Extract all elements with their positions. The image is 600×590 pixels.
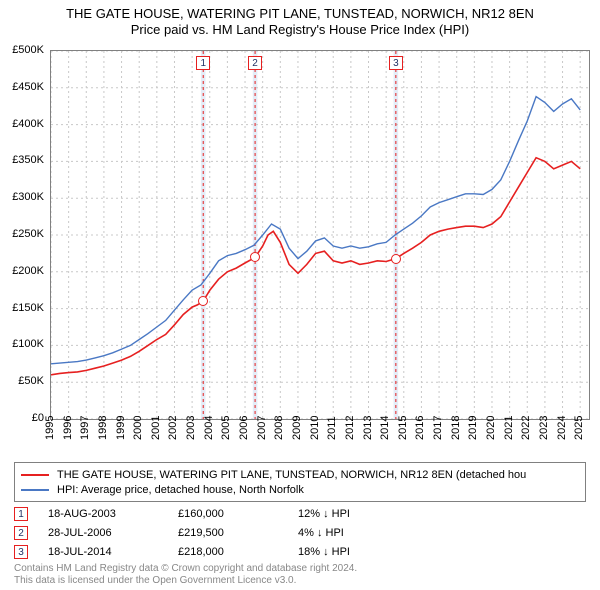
x-tick-label: 1997 (79, 416, 91, 440)
title-line-2: Price paid vs. HM Land Registry's House … (0, 22, 600, 38)
x-tick-label: 1999 (115, 416, 127, 440)
x-tick-label: 2013 (362, 416, 374, 440)
x-tick-label: 2010 (309, 416, 321, 440)
x-tick-label: 2016 (414, 416, 426, 440)
event-marker-box: 1 (196, 56, 210, 70)
x-tick-label: 2022 (520, 416, 532, 440)
x-tick-label: 2007 (256, 416, 268, 440)
x-tick-label: 2023 (538, 416, 550, 440)
legend-swatch-red (21, 474, 49, 476)
x-tick-label: 1996 (62, 416, 74, 440)
event-row: 3 18-JUL-2014£218,00018% ↓ HPI (14, 543, 586, 561)
x-tick-label: 2008 (273, 416, 285, 440)
y-tick-label: £200K (12, 265, 44, 277)
x-tick-label: 2006 (238, 416, 250, 440)
x-tick-label: 2021 (503, 416, 515, 440)
x-tick-label: 1998 (97, 416, 109, 440)
event-price: £219,500 (178, 527, 298, 539)
legend-label-blue: HPI: Average price, detached house, Nort… (57, 484, 304, 496)
x-tick-label: 2012 (344, 416, 356, 440)
y-tick-label: £250K (12, 228, 44, 240)
event-row: 2 28-JUL-2006£219,5004% ↓ HPI (14, 524, 586, 542)
legend-swatch-blue (21, 489, 49, 491)
legend-label-red: THE GATE HOUSE, WATERING PIT LANE, TUNST… (57, 469, 526, 481)
event-date: 18-JUL-2014 (48, 546, 178, 558)
attribution-footer: Contains HM Land Registry data © Crown c… (14, 563, 357, 587)
events-table: 1 18-AUG-2003£160,00012% ↓ HPI 2 28-JUL-200… (14, 505, 586, 562)
y-tick-label: £150K (12, 302, 44, 314)
x-tick-label: 2025 (573, 416, 585, 440)
y-tick-label: £450K (12, 81, 44, 93)
event-price: £160,000 (178, 508, 298, 520)
event-marker-dot (250, 252, 260, 262)
footer-line-1: Contains HM Land Registry data © Crown c… (14, 563, 357, 575)
x-tick-label: 1995 (44, 416, 56, 440)
event-delta: 12% ↓ HPI (298, 508, 350, 520)
page-root: { "title_line1": "THE GATE HOUSE, WATERI… (0, 0, 600, 590)
event-date: 28-JUL-2006 (48, 527, 178, 539)
y-tick-label: £100K (12, 338, 44, 350)
y-tick-label: £400K (12, 118, 44, 130)
x-tick-label: 2011 (326, 416, 338, 440)
x-tick-label: 2009 (291, 416, 303, 440)
x-tick-label: 2015 (397, 416, 409, 440)
chart-plot-area: 1 2 3 (50, 50, 590, 420)
event-row: 1 18-AUG-2003£160,00012% ↓ HPI (14, 505, 586, 523)
event-price: £218,000 (178, 546, 298, 558)
y-axis-labels: £0£50K£100K£150K£200K£250K£300K£350K£400… (0, 50, 48, 420)
y-tick-label: £300K (12, 191, 44, 203)
x-tick-label: 2024 (556, 416, 568, 440)
event-index-box: 2 (14, 526, 28, 540)
event-marker-dot (391, 254, 401, 264)
x-tick-label: 2005 (220, 416, 232, 440)
event-index-box: 3 (14, 545, 28, 559)
x-tick-label: 2000 (132, 416, 144, 440)
y-tick-label: £50K (18, 375, 44, 387)
legend-box: THE GATE HOUSE, WATERING PIT LANE, TUNST… (14, 462, 586, 502)
footer-line-2: This data is licensed under the Open Gov… (14, 575, 357, 587)
x-tick-label: 2001 (150, 416, 162, 440)
title-line-1: THE GATE HOUSE, WATERING PIT LANE, TUNST… (0, 6, 600, 22)
y-tick-label: £500K (12, 44, 44, 56)
event-marker-box: 3 (389, 56, 403, 70)
event-marker-box: 2 (248, 56, 262, 70)
x-tick-label: 2018 (450, 416, 462, 440)
x-tick-label: 2017 (432, 416, 444, 440)
event-index-box: 1 (14, 507, 28, 521)
x-axis-labels: 1995199619971998199920002001200220032004… (50, 420, 590, 460)
y-tick-label: £0 (32, 412, 44, 424)
x-tick-label: 2014 (379, 416, 391, 440)
event-date: 18-AUG-2003 (48, 508, 178, 520)
x-tick-label: 2020 (485, 416, 497, 440)
chart-title: THE GATE HOUSE, WATERING PIT LANE, TUNST… (0, 0, 600, 39)
legend-row-red: THE GATE HOUSE, WATERING PIT LANE, TUNST… (21, 467, 579, 482)
x-tick-label: 2003 (185, 416, 197, 440)
event-delta: 4% ↓ HPI (298, 527, 344, 539)
x-tick-label: 2019 (467, 416, 479, 440)
x-tick-label: 2002 (167, 416, 179, 440)
chart-svg (51, 51, 589, 419)
x-tick-label: 2004 (203, 416, 215, 440)
y-tick-label: £350K (12, 154, 44, 166)
legend-row-blue: HPI: Average price, detached house, Nort… (21, 482, 579, 497)
event-marker-dot (198, 296, 208, 306)
event-delta: 18% ↓ HPI (298, 546, 350, 558)
